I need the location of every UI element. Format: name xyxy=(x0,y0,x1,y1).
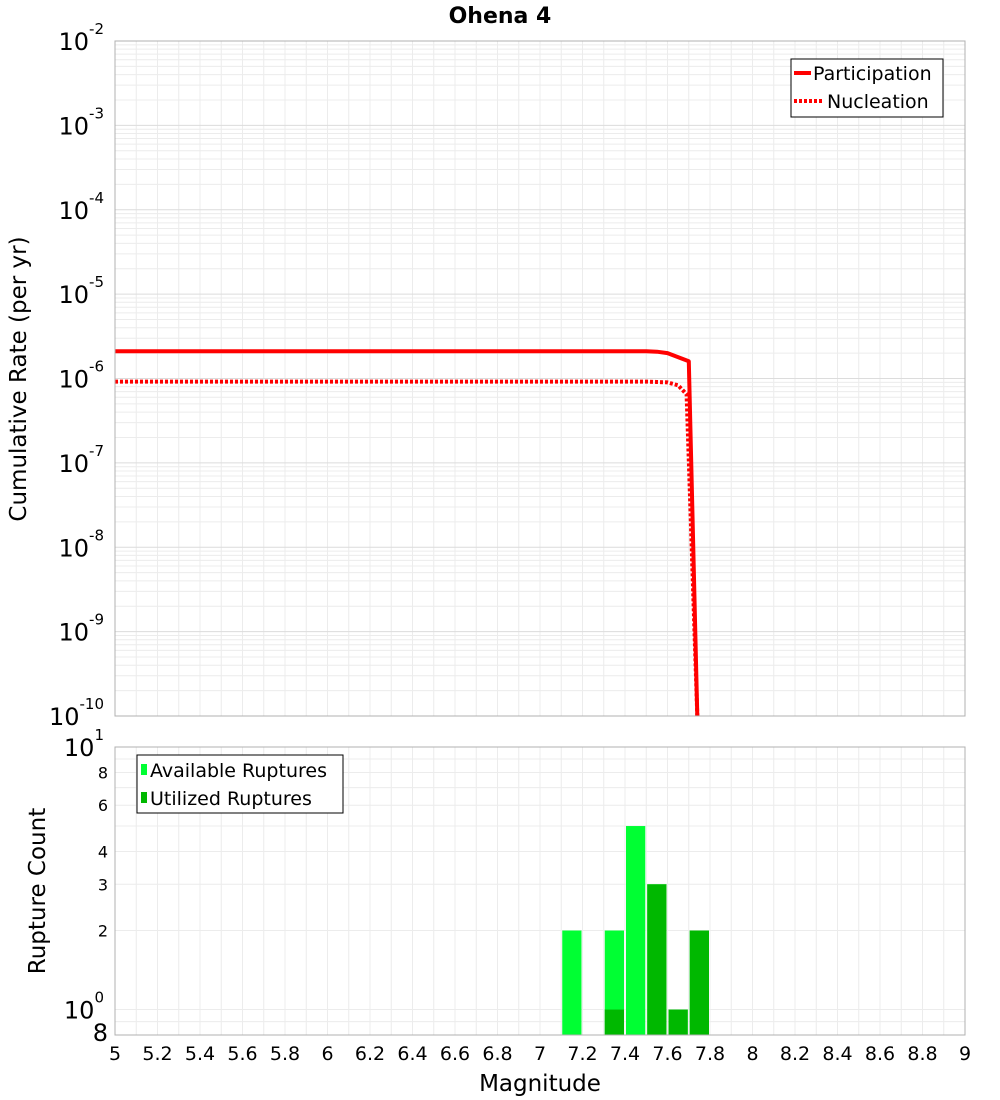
rate-y-tick-label: 10-5 xyxy=(58,273,104,309)
legend-label-participation: Participation xyxy=(813,63,932,85)
count-y-tick-label: 3 xyxy=(98,875,108,894)
count-plot-frame xyxy=(114,746,966,1036)
available-bar xyxy=(562,930,582,1035)
utilized-bar xyxy=(689,930,709,1035)
legend-swatch-available xyxy=(141,764,147,775)
rate-y-ticks: 10-10 10-9 10-8 10-7 10-6 10-5 10-4 10-3 10-2 xyxy=(49,20,104,731)
utilized-bar xyxy=(668,1009,688,1035)
series-line-participation xyxy=(115,349,700,717)
x-tick-label: 6.2 xyxy=(355,1043,385,1065)
rate-y-axis-label: Cumulative Rate (per yr) xyxy=(6,236,32,521)
x-tick-label: 5.4 xyxy=(185,1043,215,1065)
x-tick-label: 5.2 xyxy=(142,1043,172,1065)
rate-y-tick-label: 10-4 xyxy=(58,189,104,225)
legend-swatch-utilized xyxy=(141,792,147,803)
chart-title: Ohena 4 xyxy=(449,4,552,29)
count-plot-bars xyxy=(562,826,709,1035)
count-y-axis-label: Rupture Count xyxy=(25,808,51,974)
x-tick-label: 7.4 xyxy=(610,1043,640,1065)
rate-y-tick-label: 10-9 xyxy=(58,611,104,647)
available-bar xyxy=(626,826,646,1035)
x-tick-label: 7 xyxy=(534,1043,546,1065)
legend-label-utilized: Utilized Ruptures xyxy=(150,788,312,810)
x-tick-label: 7.8 xyxy=(695,1043,725,1065)
x-tick-label: 6.6 xyxy=(440,1043,470,1065)
x-tick-label: 8.2 xyxy=(780,1043,810,1065)
x-tick-label: 5.6 xyxy=(227,1043,257,1065)
x-tick-label: 8.4 xyxy=(822,1043,852,1065)
count-y-tick-label: 101 xyxy=(64,726,104,762)
rate-y-tick-label: 10-3 xyxy=(58,104,104,140)
x-tick-label: 9 xyxy=(959,1043,971,1065)
rate-legend: Participation Nucleation xyxy=(790,58,944,118)
rate-y-tick-label: 10-10 xyxy=(49,695,104,731)
rate-plot-lines xyxy=(115,349,700,717)
rate-y-tick-label: 10-6 xyxy=(58,358,104,394)
series-line-nucleation xyxy=(115,379,700,717)
count-legend: Available Ruptures Utilized Ruptures xyxy=(136,754,344,814)
x-tick-label: 8.8 xyxy=(907,1043,937,1065)
count-y-tick-label: 6 xyxy=(98,796,108,815)
count-y-tick-label: 8 xyxy=(93,1019,108,1047)
count-y-tick-label: 2 xyxy=(98,922,108,941)
rate-plot-frame xyxy=(114,40,966,717)
legend-label-nucleation: Nucleation xyxy=(827,91,929,113)
rate-plot-grid xyxy=(114,41,966,717)
magnitude-x-ticks: 5 5.2 5.4 5.6 5.8 6 6.2 6.4 6.6 6.8 7 7.2 7.4 7.6 7.8 8… xyxy=(109,1043,971,1065)
utilized-bar xyxy=(604,1009,624,1035)
rate-y-tick-label: 10-8 xyxy=(58,526,104,562)
x-tick-label: 8 xyxy=(746,1043,758,1065)
available-bar xyxy=(604,930,624,1035)
x-tick-label: 7.6 xyxy=(652,1043,682,1065)
x-tick-label: 6 xyxy=(321,1043,333,1065)
x-tick-label: 5 xyxy=(109,1043,121,1065)
x-tick-label: 5.8 xyxy=(270,1043,300,1065)
rate-y-tick-label: 10-7 xyxy=(58,442,104,478)
x-tick-label: 7.2 xyxy=(567,1043,597,1065)
x-tick-label: 6.4 xyxy=(397,1043,427,1065)
legend-label-available: Available Ruptures xyxy=(150,760,327,782)
rate-y-tick-label: 10-2 xyxy=(58,20,104,56)
x-tick-label: 8.6 xyxy=(865,1043,895,1065)
x-axis-label: Magnitude xyxy=(479,1071,601,1097)
count-y-tick-label: 8 xyxy=(98,763,108,782)
utilized-bar xyxy=(647,884,667,1035)
count-y-tick-label: 100 xyxy=(64,989,104,1025)
x-tick-label: 6.8 xyxy=(482,1043,512,1065)
count-y-tick-label: 4 xyxy=(98,842,108,861)
